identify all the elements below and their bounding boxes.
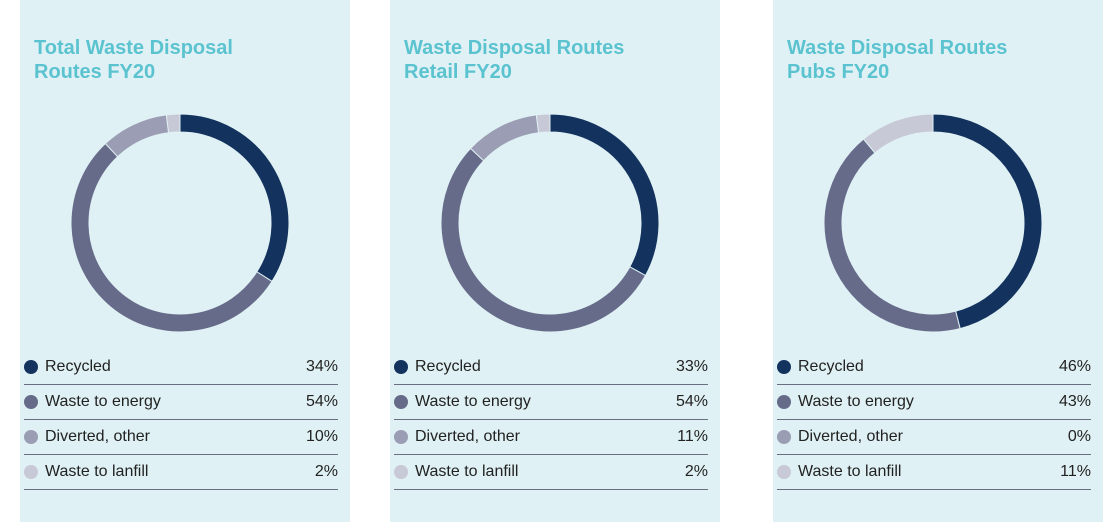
donut-segment: [932, 113, 1043, 330]
chart-title: Waste Disposal Routes Retail FY20: [404, 37, 625, 83]
legend-label: Waste to lanfill: [45, 463, 149, 480]
value-label: 11%: [677, 428, 708, 445]
legend-marker: [394, 395, 408, 409]
value-label: 11%: [1060, 463, 1091, 480]
legend-row: Waste to energy 43%: [777, 385, 1091, 420]
legend-marker: [24, 395, 38, 409]
legend-label: Diverted, other: [798, 428, 903, 445]
chart-title: Waste Disposal Routes Pubs FY20: [787, 37, 1008, 83]
legend-row: Diverted, other 10%: [24, 420, 338, 455]
donut-chart: [440, 113, 660, 333]
legend-label: Recycled: [798, 358, 864, 375]
value-label: 43%: [1058, 393, 1091, 410]
legend-row: Waste to lanfill 2%: [24, 455, 338, 490]
legend-label: Waste to energy: [415, 393, 531, 410]
legend-marker: [24, 430, 38, 444]
value-label: 0%: [1067, 428, 1091, 445]
value-label: 46%: [1058, 358, 1091, 375]
legend-label: Diverted, other: [45, 428, 150, 445]
donut-segment: [70, 142, 273, 333]
legend-label: Waste to lanfill: [798, 463, 902, 480]
legend-marker: [394, 465, 408, 479]
legend-label: Diverted, other: [415, 428, 520, 445]
value-label: 2%: [314, 463, 338, 480]
legend-label: Recycled: [45, 358, 111, 375]
chart-panel: Waste Disposal Routes Pubs FY20 Recycled 4…: [773, 0, 1103, 522]
donut-segment: [165, 113, 181, 134]
legend-row: Recycled 46%: [777, 350, 1091, 385]
value-label: 54%: [305, 393, 338, 410]
legend-row: Recycled 34%: [24, 350, 338, 385]
legend-marker: [777, 465, 791, 479]
legend-row: Waste to lanfill 2%: [394, 455, 708, 490]
legend-row: Diverted, other 11%: [394, 420, 708, 455]
legend-marker: [777, 430, 791, 444]
legend-label: Waste to energy: [45, 393, 161, 410]
legend-row: Recycled 33%: [394, 350, 708, 385]
donut-chart: [823, 113, 1043, 333]
legend-row: Diverted, other 0%: [777, 420, 1091, 455]
legend-marker: [394, 430, 408, 444]
chart-title: Total Waste Disposal Routes FY20: [34, 37, 233, 83]
donut-segment: [549, 113, 660, 277]
donut-chart: [70, 113, 290, 333]
legend-label: Recycled: [415, 358, 481, 375]
donut-segment: [823, 138, 961, 333]
chart-panel: Total Waste Disposal Routes FY20 Recycled…: [20, 0, 350, 522]
legend-row: Waste to energy 54%: [24, 385, 338, 420]
legend-marker: [24, 465, 38, 479]
donut-segment: [862, 113, 934, 154]
legend-label: Waste to lanfill: [415, 463, 519, 480]
legend-marker: [394, 360, 408, 374]
value-label: 54%: [675, 393, 708, 410]
donut-segment: [469, 114, 540, 162]
donut-segment: [440, 147, 647, 333]
value-label: 33%: [675, 358, 708, 375]
legend-marker: [777, 395, 791, 409]
legend-label: Waste to energy: [798, 393, 914, 410]
legend-marker: [24, 360, 38, 374]
legend-marker: [777, 360, 791, 374]
value-label: 10%: [305, 428, 338, 445]
legend-row: Waste to energy 54%: [394, 385, 708, 420]
value-label: 2%: [684, 463, 708, 480]
legend-row: Waste to lanfill 11%: [777, 455, 1091, 490]
donut-segment: [179, 113, 290, 283]
donut-segment: [535, 113, 551, 134]
value-label: 34%: [305, 358, 338, 375]
donut-segment: [104, 114, 170, 158]
chart-panel: Waste Disposal Routes Retail FY20 Recycle…: [390, 0, 720, 522]
